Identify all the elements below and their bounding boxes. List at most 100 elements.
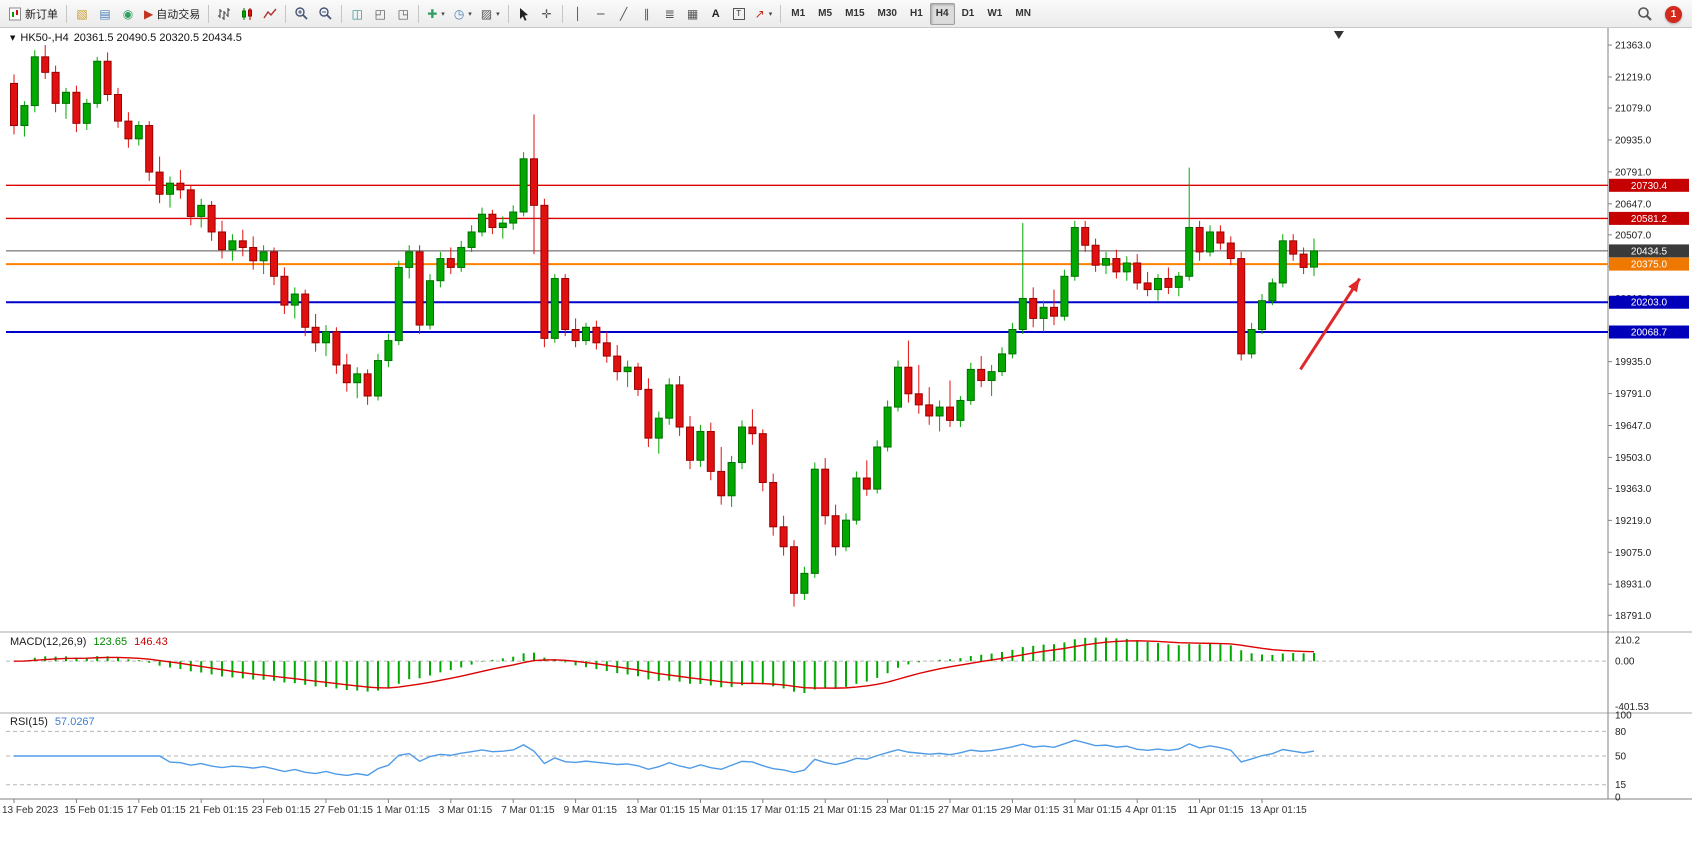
time-axis-label: 21 Feb 01:15 [189,805,248,816]
templates-button[interactable]: ▨ ▾ [477,3,504,25]
candlestick-chart-mode-button[interactable] [236,3,258,25]
candle-body [93,60,102,104]
price-axis-label: 19075.0 [1615,548,1652,559]
favorites-button[interactable]: ▧ [71,3,93,25]
candle-body [1070,227,1079,277]
trend-arrow-head[interactable] [1348,278,1360,293]
bar-chart-mode-button[interactable] [213,3,235,25]
timeframe-h4-button[interactable]: H4 [929,2,955,25]
time-axis-label: 3 Mar 01:15 [439,805,493,816]
cursor-tool-button[interactable] [513,3,535,25]
time-axis-label: 27 Mar 01:15 [938,805,997,816]
candle-body [748,426,757,435]
candle-body [134,125,143,140]
arrange-windows-button[interactable]: ◰ [369,3,391,25]
candle-body [790,546,798,594]
trendline-tool-button[interactable]: ╱ [613,3,635,25]
templates-icon: ▨ [480,6,493,21]
toolbar-separator [507,4,509,23]
candle-body [852,477,861,521]
news-button[interactable]: ◉ [117,3,139,25]
zoom-out-icon [318,6,333,21]
candle-body [228,240,237,251]
search-button[interactable] [1633,3,1657,25]
candlestick-chart-icon [240,7,254,21]
cascade-windows-icon: ◳ [397,6,409,21]
time-axis-label: 9 Mar 01:15 [564,805,618,816]
rsi-axis-label: 80 [1615,727,1627,738]
rsi-axis-label: 100 [1615,711,1632,722]
timeframe-m15-button[interactable]: M15 [839,3,870,25]
cascade-windows-button[interactable]: ◳ [392,3,414,25]
macd-indicator-label: MACD(12,26,9) 123.65 146.43 [10,636,168,648]
candle-body [1216,231,1225,244]
arrange-windows-icon: ◰ [374,6,386,21]
price-axis-label: 19647.0 [1615,421,1652,432]
candle-body [696,430,705,461]
timeframe-mn-button[interactable]: MN [1009,3,1037,25]
candle-body [353,373,362,384]
candle-body [904,366,913,395]
fibonacci-tool-button[interactable]: ≣ [659,3,681,25]
candle-body [394,266,403,342]
clock-icon: ◷ [453,6,465,21]
price-axis-label: 19935.0 [1615,357,1652,368]
news-icon: ◉ [122,6,134,21]
line-chart-mode-button[interactable] [259,3,281,25]
timeframe-w1-button[interactable]: W1 [981,3,1008,25]
time-axis-label: 17 Feb 01:15 [127,805,186,816]
candle-body [1081,227,1090,246]
new-chart-button[interactable]: ✚ ▾ [423,3,449,25]
candle-body [259,251,268,262]
zoom-out-button[interactable] [314,3,337,25]
candle-body [665,384,674,419]
timeframe-m30-button[interactable]: M30 [872,3,903,25]
new-order-button[interactable]: 新订单 [4,3,62,25]
arrows-tool-button[interactable]: ↗ ▾ [751,3,777,25]
candle-body [1133,262,1142,284]
periods-button[interactable]: ◷ ▾ [450,3,476,25]
print-button[interactable]: ▤ [94,3,116,25]
price-axis-label: 20935.0 [1615,135,1652,146]
zoom-in-button[interactable] [290,3,313,25]
rsi-line [14,739,1315,777]
timeframe-m5-button[interactable]: M5 [812,3,838,25]
symbol-marker-icon: ▼ [10,34,16,42]
candle-body [342,364,351,384]
candle-body [582,326,590,342]
channel-tool-button[interactable]: ∥ [636,3,658,25]
candle-body [758,433,767,483]
rsi-indicator-label: RSI(15) 57.0267 [10,716,95,728]
text-label-tool-button[interactable]: T [728,3,750,25]
trend-arrow-line[interactable] [1299,277,1361,371]
price-axis-label: 21219.0 [1615,72,1652,83]
tile-windows-button[interactable]: ◫ [346,3,368,25]
timeframe-d1-button[interactable]: D1 [956,3,981,25]
arrow-tool-icon: ↗ [754,6,765,21]
candle-body [842,519,850,548]
text-label-icon: T [732,7,745,20]
candle-body [738,426,746,464]
candle-body [800,572,809,594]
timeframe-h1-button[interactable]: H1 [904,3,929,25]
candle-body [1310,250,1318,268]
timeframe-m1-button[interactable]: M1 [785,3,811,25]
toolbar-separator [561,4,563,23]
candle-body [374,360,382,397]
candle-body [519,158,528,213]
fibonacci-icon: ≣ [664,6,675,21]
candle-body [1143,282,1152,291]
notifications-badge[interactable]: 1 [1665,5,1682,23]
pitchfork-tool-button[interactable]: ▦ [682,3,704,25]
price-axis-label: 21079.0 [1615,104,1652,115]
autotrading-button[interactable]: ▶ 自动交易 [140,3,204,25]
crosshair-tool-button[interactable]: ✛ [536,3,558,25]
line-chart-icon [263,7,277,21]
time-axis-label: 21 Mar 01:15 [813,805,872,816]
vertical-line-tool-button[interactable]: │ [567,3,589,25]
candle-body [498,222,507,229]
horizontal-line-tool-button[interactable]: ─ [590,3,612,25]
text-tool-button[interactable]: A [705,3,727,25]
